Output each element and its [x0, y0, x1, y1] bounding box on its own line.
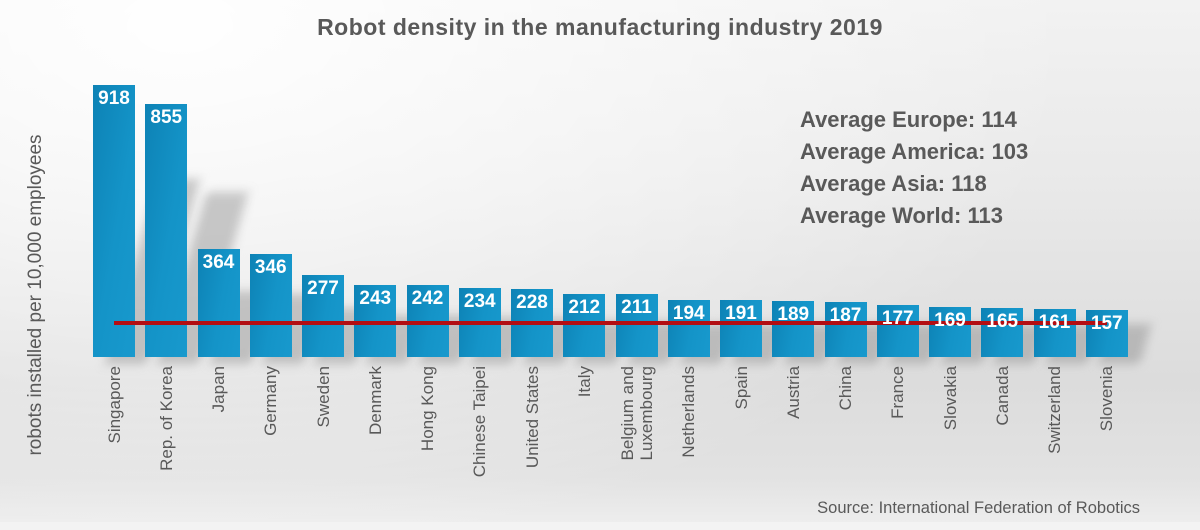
bar: [145, 104, 188, 357]
bar: [93, 85, 135, 357]
bar-value-label: 228: [516, 292, 548, 313]
bar-category-label: Belgium and Luxembourg: [617, 366, 656, 461]
bar: [197, 249, 240, 357]
bar-slot: 211 Belgium and Luxembourg: [615, 294, 682, 461]
bar: [720, 300, 762, 357]
bar: [1085, 310, 1128, 357]
bar: [615, 294, 658, 357]
slide-bottom-edge: [0, 522, 1200, 530]
average-line: Average Asia: 118: [800, 171, 987, 196]
bar-slot: 177 France: [876, 305, 943, 419]
bar-value-label: 234: [463, 291, 496, 312]
bar-category-label: Slovakia: [940, 366, 960, 431]
bar-category-label: Austria: [783, 366, 803, 419]
bar-value-label: 364: [202, 252, 235, 273]
average-line: Average America: 103: [800, 139, 1029, 164]
bar-slot: 165 Canada: [981, 308, 1047, 426]
bar-value-label: 189: [777, 304, 810, 325]
bar: [667, 300, 710, 357]
bar-value-label: 165: [986, 311, 1019, 332]
bar-category-label: United States: [522, 366, 542, 469]
bar-category-label: Netherlands: [679, 366, 699, 458]
bar: [249, 254, 292, 357]
bar-category-label: Japan: [209, 366, 228, 413]
bar: [772, 301, 815, 357]
bar-slot: 187 China: [824, 302, 890, 410]
bar-category-label: Chinese Taipei: [470, 366, 490, 478]
bar-slot: 191 Spain: [720, 300, 786, 409]
bar-value-label: 346: [254, 257, 287, 278]
bar-slot: 194 Netherlands: [667, 300, 734, 458]
bar-value-label: 177: [881, 308, 914, 329]
bar-slot: 157 Slovenia: [1085, 310, 1152, 431]
bar-category-label: Hong Kong: [418, 366, 437, 452]
bar-category-label: France: [888, 366, 908, 419]
bar-slot: 346 Germany: [249, 254, 324, 436]
bar-category-label: Switzerland: [1045, 366, 1064, 454]
bar-category-label: Spain: [731, 366, 751, 410]
bar-slot: 364 Japan: [197, 249, 273, 412]
bar-value-label: 918: [98, 88, 130, 109]
bar: [302, 275, 344, 357]
bar-value-label: 187: [829, 305, 862, 326]
bar-category-label: Canada: [992, 366, 1012, 426]
bar-slot: 855 Rep. of Korea: [145, 104, 249, 471]
bar: [1033, 309, 1076, 357]
bar-slot: 189 Austria: [772, 301, 838, 419]
bar-slot: 277 Sweden: [302, 275, 372, 427]
bar-value-label: 243: [359, 288, 392, 309]
bar-value-label: 212: [568, 297, 601, 318]
bar-category-label: China: [836, 366, 855, 411]
bar-value-label: 194: [672, 303, 705, 324]
average-line: Average World: 113: [800, 203, 1003, 228]
bar: [876, 305, 919, 357]
bar-value-label: 855: [150, 107, 183, 128]
source-caption: Source: International Federation of Robo…: [817, 499, 1140, 517]
chart-title: Robot density in the manufacturing indus…: [317, 14, 883, 40]
bar-value-label: 242: [411, 288, 444, 309]
averages-annotation: Average Europe: 114 Average America: 103 A…: [800, 104, 1028, 232]
bar-category-label: Singapore: [104, 366, 124, 444]
bar-slot: 212 Italy: [563, 294, 630, 397]
average-line: Average Europe: 114: [800, 107, 1017, 132]
bar-slot: 169 Slovakia: [929, 307, 995, 430]
y-axis-label: robots installed per 10,000 employees: [25, 134, 46, 456]
bar-value-label: 277: [307, 278, 339, 299]
bar: [563, 294, 606, 357]
bar-value-label: 161: [1038, 312, 1071, 333]
bar: [981, 308, 1024, 357]
bar: [929, 307, 971, 357]
bar-category-label: Sweden: [313, 366, 333, 428]
bar-category-label: Denmark: [365, 366, 385, 435]
bar-slot: 918 Singapore: [93, 85, 201, 444]
bar-value-label: 157: [1090, 313, 1123, 334]
bar-value-label: 211: [621, 297, 652, 318]
bar-slot: 161 Switzerland: [1033, 309, 1099, 454]
bar-category-label: Slovenia: [1097, 366, 1117, 432]
bar-category-label: Germany: [261, 366, 281, 436]
world-average-reference-line: [114, 321, 1107, 325]
bar-category-label: Rep. of Korea: [156, 366, 176, 471]
bar-value-label: 169: [934, 310, 966, 331]
bar-chart-plot-area: 918 Singapore 855 Rep. of Korea 364 Japan 346 G…: [93, 85, 1152, 477]
bar-category-label: Italy: [574, 366, 594, 398]
bar: [824, 302, 867, 357]
bar-value-label: 191: [725, 303, 757, 324]
